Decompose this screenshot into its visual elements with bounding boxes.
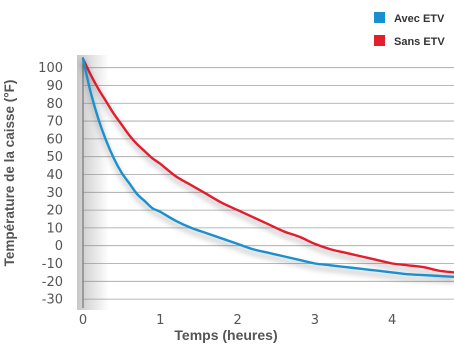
x-tick-labels: 0 1 2 3 4 xyxy=(79,313,396,328)
x-tick-label: 2 xyxy=(233,313,241,328)
y-tick-label: 40 xyxy=(46,168,63,183)
y-tick-label: 90 xyxy=(46,79,63,94)
series-line-avec-etv xyxy=(81,57,454,279)
series-line-sans-etv xyxy=(81,57,454,274)
y-tick-label: 10 xyxy=(46,221,63,236)
y-tick-label: 20 xyxy=(46,204,63,219)
legend-swatch-avec-etv xyxy=(374,12,385,23)
y-tick-label: -10 xyxy=(42,257,63,272)
y-tick-label: 100 xyxy=(38,61,63,76)
legend-label-sans-etv: Sans ETV xyxy=(394,36,445,48)
y-tick-label: 0 xyxy=(55,239,63,254)
y-tick-label: 30 xyxy=(46,186,63,201)
y-tick-label: 70 xyxy=(46,115,63,130)
series-layer xyxy=(81,57,454,279)
legend-swatch-sans-etv xyxy=(374,35,385,46)
y-tick-label: 60 xyxy=(46,132,63,147)
legend-label-avec-etv: Avec ETV xyxy=(394,13,445,25)
axis-shadow xyxy=(77,55,109,310)
y-tick-label: 80 xyxy=(46,97,63,112)
grid xyxy=(83,67,454,300)
x-tick-label: 0 xyxy=(79,313,87,328)
x-tick-label: 1 xyxy=(156,313,164,328)
y-tick-label: -20 xyxy=(42,275,63,290)
legend: Avec ETV Sans ETV xyxy=(374,12,445,48)
y-tick-label: -30 xyxy=(42,293,63,308)
x-axis-title: Temps (heures) xyxy=(174,327,277,343)
y-tick-label: 50 xyxy=(46,150,63,165)
y-axis-title: Température de la caisse (°F) xyxy=(2,80,17,267)
x-tick-label: 4 xyxy=(388,313,396,328)
x-tick-label: 3 xyxy=(311,313,319,328)
